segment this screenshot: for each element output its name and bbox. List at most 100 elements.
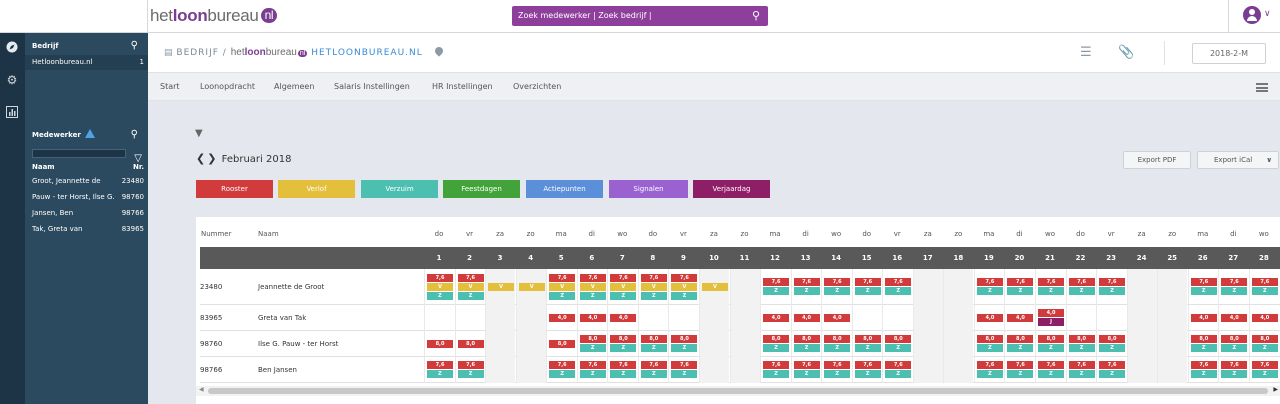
horizontal-scrollbar[interactable]: ◀ ▶	[196, 386, 1280, 396]
day-cell[interactable]	[943, 305, 974, 331]
compass-icon[interactable]	[5, 41, 19, 55]
day-cell[interactable]	[729, 305, 760, 331]
day-cell[interactable]: V	[485, 269, 516, 305]
day-cell[interactable]: 7,6 Z	[1004, 357, 1034, 383]
row-naam[interactable]: Jeannette de Groot	[258, 283, 325, 291]
chart-icon[interactable]	[5, 106, 19, 120]
day-cell[interactable]: 7,6 Z	[1218, 269, 1248, 305]
day-cell[interactable]: 7,6 Z	[760, 269, 790, 305]
schedule-tag[interactable]: 7,6	[457, 361, 484, 369]
schedule-tag[interactable]: 7,6	[824, 278, 851, 286]
schedule-tag[interactable]: Z	[457, 370, 484, 378]
table-row[interactable]: 98760 Ilse G. Pauw - ter Horst 8,0 8,0 8,0 8,…	[200, 331, 1280, 357]
medewerker-filter-input[interactable]	[32, 149, 126, 158]
legend-feestdagen[interactable]: Feestdagen	[443, 180, 520, 198]
schedule-tag[interactable]: 8,0	[1251, 335, 1278, 343]
day-cell[interactable]: 8,0 Z	[882, 331, 912, 357]
day-cell[interactable]: 7,6 V Z	[454, 269, 485, 305]
day-cell[interactable]: 4,0	[1218, 305, 1248, 331]
schedule-tag[interactable]: Z	[824, 370, 851, 378]
schedule-tag[interactable]: 8,0	[1068, 335, 1095, 343]
app-logo[interactable]: hetloonbureau nl	[150, 6, 278, 26]
period-selector[interactable]: 2018-2-M	[1192, 43, 1266, 64]
day-cell[interactable]	[454, 305, 485, 331]
day-cell[interactable]: 8,0 Z	[607, 331, 637, 357]
day-cell[interactable]	[668, 305, 698, 331]
schedule-tag[interactable]: 7,6	[671, 273, 698, 282]
schedule-tag[interactable]: Z	[885, 287, 912, 295]
day-cell[interactable]: 7,6 V Z	[637, 269, 668, 305]
day-cell[interactable]: V	[515, 269, 546, 305]
day-cell[interactable]: 7,6 Z	[973, 357, 1004, 383]
schedule-tag[interactable]: Z	[1221, 344, 1248, 352]
schedule-tag[interactable]: V	[457, 282, 484, 291]
schedule-tag[interactable]: Z	[1251, 344, 1278, 352]
day-cell[interactable]	[485, 305, 516, 331]
schedule-tag[interactable]: Z	[1068, 370, 1095, 378]
schedule-tag[interactable]: 7,6	[579, 273, 606, 282]
schedule-tag[interactable]: V	[549, 282, 576, 291]
schedule-tag[interactable]: 7,6	[1221, 361, 1248, 369]
schedule-tag[interactable]: Z	[854, 344, 881, 352]
list-icon[interactable]: ☰	[1080, 45, 1092, 60]
day-cell[interactable]	[1157, 269, 1188, 305]
day-cell[interactable]: 7,6 Z	[1004, 269, 1034, 305]
search-icon[interactable]: ⚲	[751, 9, 760, 22]
day-cell[interactable]	[698, 305, 729, 331]
schedule-tag[interactable]: 7,6	[1038, 278, 1064, 286]
day-cell[interactable]: 7,6 Z	[851, 269, 882, 305]
day-cell[interactable]: 7,6 Z	[790, 357, 821, 383]
schedule-tag[interactable]: 7,6	[1251, 361, 1278, 369]
scroll-left-icon[interactable]: ◀	[199, 386, 204, 393]
schedule-tag[interactable]: 8,0	[640, 335, 667, 343]
day-cell[interactable]: 7,6 V Z	[576, 269, 607, 305]
legend-verlof[interactable]: Verlof	[278, 180, 355, 198]
day-cell[interactable]: 7,6 Z	[1218, 357, 1248, 383]
schedule-tag[interactable]: 7,6	[1190, 361, 1217, 369]
export-pdf-button[interactable]: Export PDF	[1123, 151, 1191, 169]
schedule-tag[interactable]: Z	[976, 344, 1003, 352]
schedule-tag[interactable]: Z	[854, 287, 881, 295]
day-cell[interactable]: 7,6 Z	[790, 269, 821, 305]
schedule-tag[interactable]: Z	[457, 291, 484, 300]
schedule-tag[interactable]: 7,6	[579, 361, 606, 369]
day-cell[interactable]: 7,6 Z	[1096, 269, 1126, 305]
schedule-tag[interactable]: Z	[1251, 370, 1278, 378]
schedule-tag[interactable]: 4,0	[976, 313, 1003, 322]
schedule-tag[interactable]: 7,6	[1007, 278, 1034, 286]
schedule-tag[interactable]: Z	[640, 344, 667, 352]
day-cell[interactable]	[1126, 269, 1157, 305]
schedule-tag[interactable]: 7,6	[1007, 361, 1034, 369]
schedule-tag[interactable]: V	[671, 282, 698, 291]
schedule-tag[interactable]: 7,6	[824, 361, 851, 369]
schedule-tag[interactable]: 7,6	[1068, 361, 1095, 369]
day-cell[interactable]: 8,0 Z	[1187, 331, 1218, 357]
day-cell[interactable]: 8,0 Z	[1035, 331, 1065, 357]
schedule-tag[interactable]: 7,6	[976, 278, 1003, 286]
day-cell[interactable]	[1096, 305, 1126, 331]
schedule-tag[interactable]: Z	[976, 370, 1003, 378]
day-cell[interactable]: 7,6 V Z	[546, 269, 576, 305]
schedule-tag[interactable]: Z	[427, 291, 453, 300]
day-cell[interactable]	[424, 305, 454, 331]
user-menu[interactable]: ∨	[1228, 0, 1280, 33]
schedule-tag[interactable]: 7,6	[976, 361, 1003, 369]
day-cell[interactable]	[1126, 331, 1157, 357]
schedule-tag[interactable]: Z	[579, 370, 606, 378]
day-cell[interactable]: 8,0 Z	[1004, 331, 1034, 357]
row-naam[interactable]: Greta van Tak	[258, 314, 307, 322]
filter-funnel-icon[interactable]: ▽	[134, 153, 142, 164]
day-cell[interactable]: 4,0	[973, 305, 1004, 331]
day-cell[interactable]	[1157, 357, 1188, 383]
schedule-tag[interactable]: 7,6	[1190, 278, 1217, 286]
schedule-tag[interactable]: 4,0	[824, 313, 851, 322]
schedule-tag[interactable]: 4,0	[793, 313, 820, 322]
schedule-tag[interactable]: Z	[793, 287, 820, 295]
global-search-input[interactable]: Zoek medewerker | Zoek bedrijf | ⚲	[512, 6, 768, 26]
day-cell[interactable]: 8,0 Z	[1096, 331, 1126, 357]
day-cell[interactable]: 4,0	[1187, 305, 1218, 331]
schedule-tag[interactable]: 4,0	[549, 313, 576, 322]
day-cell[interactable]: 8,0 Z	[637, 331, 668, 357]
day-cell[interactable]	[515, 357, 546, 383]
day-cell[interactable]	[943, 269, 974, 305]
